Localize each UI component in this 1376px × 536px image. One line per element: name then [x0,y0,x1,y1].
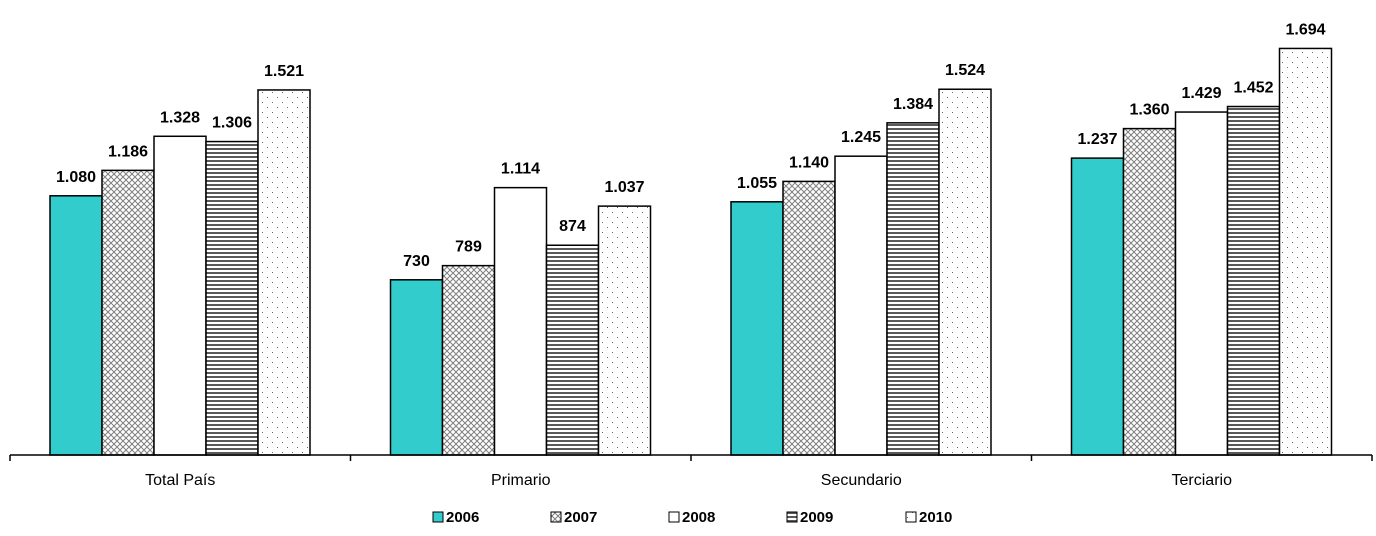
legend-label-2008: 2008 [682,509,715,526]
legend-swatch-2010 [905,511,917,523]
bar-2008-3 [1174,111,1229,456]
legend-swatch-2006 [432,511,444,523]
legend-swatch-2008 [668,511,680,523]
data-label-2006-0: 1.080 [56,169,96,186]
bar-2006-2 [730,201,784,456]
bar-2007-3 [1122,127,1177,456]
bar-2006-0 [49,195,103,456]
data-label-2008-3: 1.429 [1181,85,1221,102]
bar-2010-3 [1278,47,1333,456]
bar-2006-1 [389,279,444,456]
bar-2010-1 [597,205,652,456]
bar-2008-0 [153,135,207,456]
bar-2009-1 [545,244,600,456]
bar-2007-2 [782,180,836,456]
legend-label-2007: 2007 [564,509,597,526]
data-label-2009-1: 874 [559,218,586,235]
data-label-2006-3: 1.237 [1077,131,1117,148]
data-label-2010-1: 1.037 [604,179,644,196]
data-label-2007-2: 1.140 [789,154,829,171]
legend: 2006 2007 2008 2009 2010 [432,509,952,526]
data-label-2010-3: 1.694 [1285,21,1325,38]
bar-2009-2 [886,122,940,456]
data-label-2009-0: 1.306 [212,115,252,132]
legend-swatch-2007 [550,511,562,523]
bar-2008-1 [493,186,548,456]
data-label-2009-3: 1.452 [1233,80,1273,97]
legend-label-2010: 2010 [919,509,952,526]
bar-2009-0 [205,140,259,456]
category-label-3: Terciario [1172,472,1233,489]
bar-2007-1 [441,264,496,456]
category-label-2: Secundario [821,472,902,489]
category-label-0: Total País [145,472,215,489]
bar-2006-3 [1070,157,1125,456]
legend-label-2006: 2006 [446,509,479,526]
bar-2010-2 [938,88,992,456]
data-label-2006-1: 730 [403,253,430,270]
data-label-2007-1: 789 [455,239,482,256]
data-label-2010-2: 1.524 [945,62,985,79]
data-label-2008-0: 1.328 [160,109,200,126]
category-label-1: Primario [491,472,551,489]
bar-2007-0 [101,169,155,456]
legend-label-2009: 2009 [800,509,833,526]
bar-2008-2 [834,155,888,456]
data-label-2010-0: 1.521 [264,63,304,80]
bar-2010-0 [257,89,311,456]
data-label-2007-3: 1.360 [1129,102,1169,119]
bar-2009-3 [1226,105,1281,456]
data-label-2008-2: 1.245 [841,129,881,146]
data-label-2007-0: 1.186 [108,143,148,160]
data-label-2006-2: 1.055 [737,175,777,192]
data-label-2009-2: 1.384 [893,96,933,113]
plot-area: 1.080 1.186 1.328 1.306 1.521 Total País 730 78… [9,21,1373,489]
data-label-2008-1: 1.114 [501,161,540,178]
legend-swatch-2009 [786,511,798,523]
